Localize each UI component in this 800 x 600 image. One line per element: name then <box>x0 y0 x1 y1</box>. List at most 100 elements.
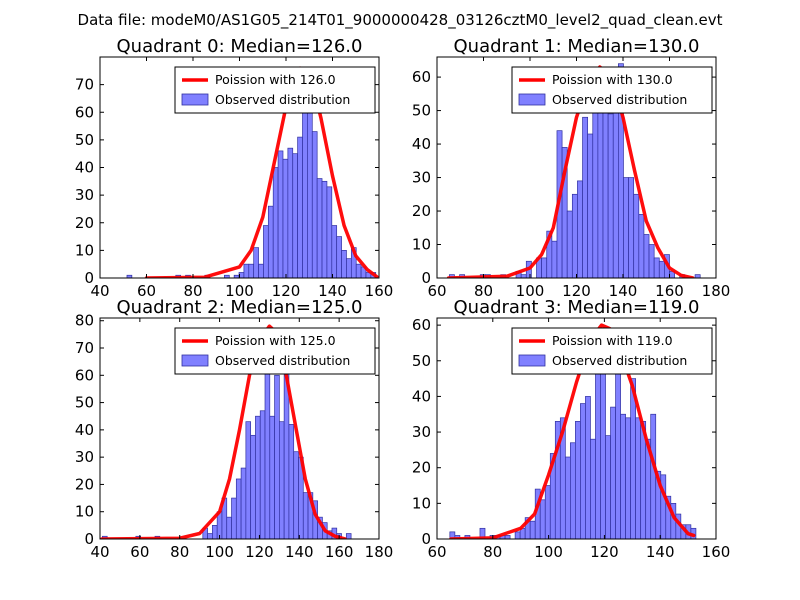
legend-curve-label: Poission with 130.0 <box>552 72 673 87</box>
histogram-bar <box>326 186 333 278</box>
legend-curve-label: Poission with 125.0 <box>215 333 336 348</box>
histogram-bar <box>279 421 285 539</box>
x-tick-label: 160 <box>702 543 731 561</box>
histogram-bar <box>607 113 614 278</box>
histogram-bar <box>255 415 261 539</box>
x-tick-label: 60 <box>130 543 149 561</box>
histogram-bar <box>245 421 252 539</box>
y-tick-label: 70 <box>75 339 94 357</box>
histogram-bar <box>571 193 578 278</box>
legend-bars-label: Observed distribution <box>215 353 350 368</box>
y-tick-label: 0 <box>421 530 431 548</box>
histogram-bar <box>253 247 259 278</box>
legend-bars-swatch <box>518 93 546 106</box>
histogram-bar <box>316 178 323 278</box>
legend-bars-label: Observed distribution <box>552 92 687 107</box>
histogram-bar <box>504 535 511 539</box>
quadrant-3-subplot: 60 80 100 120 140 160 0 10 20 30 40 50 60 Quadrant 3:… <box>412 297 730 561</box>
histogram-bar <box>602 93 609 278</box>
x-tick-label: 180 <box>702 282 731 300</box>
y-tick-label: 40 <box>412 387 431 405</box>
y-tick-label: 50 <box>75 394 94 412</box>
y-tick-label: 70 <box>75 76 94 94</box>
x-tick-label: 80 <box>474 282 493 300</box>
histogram-bar <box>658 260 665 278</box>
legend-bars-label: Observed distribution <box>552 353 687 368</box>
histogram-bar <box>297 136 303 278</box>
poisson-curve <box>100 324 347 539</box>
legend-curve-label: Poission with 126.0 <box>215 72 336 87</box>
y-tick-label: 0 <box>421 269 431 287</box>
histogram-bar <box>293 451 299 539</box>
y-tick-label: 30 <box>75 448 94 466</box>
histogram-bar <box>625 417 631 539</box>
quadrant-1-title: Quadrant 1: Median=130.0 <box>454 36 700 57</box>
histogram-bar <box>288 424 295 539</box>
histogram-bar <box>628 177 635 278</box>
histogram-bar <box>274 374 280 539</box>
y-tick-label: 0 <box>84 530 94 548</box>
x-tick-label: 140 <box>646 543 675 561</box>
histogram-bar <box>514 531 521 539</box>
x-tick-label: 140 <box>609 282 638 300</box>
histogram-bar <box>267 205 274 278</box>
quadrant-0-plot-area <box>126 66 379 278</box>
histogram-bar <box>620 413 626 539</box>
histogram-bar <box>623 177 629 278</box>
x-tick-label: 60 <box>427 282 446 300</box>
histogram-bar <box>287 147 294 278</box>
histogram-bar <box>258 263 264 278</box>
histogram-bar <box>520 274 527 278</box>
histogram-bar <box>564 456 571 539</box>
histogram-bar <box>302 492 309 539</box>
figure-suptitle: Data file: modeM0/AS1G05_214T01_90000004… <box>78 11 723 30</box>
legend-bars-swatch <box>181 93 209 106</box>
y-tick-label: 40 <box>75 421 94 439</box>
legend-bars-label: Observed distribution <box>215 92 350 107</box>
y-tick-label: 20 <box>75 214 94 232</box>
quadrant-3-plot-area <box>449 323 697 539</box>
y-tick-label: 20 <box>75 475 94 493</box>
quadrant-0-subplot: 40 60 80 100 120 140 160 0 10 20 30 40 50 60 70 Quadran… <box>75 36 393 300</box>
histogram-bar <box>235 478 242 539</box>
legend-bars-swatch <box>518 354 546 367</box>
x-tick-label: 80 <box>170 543 189 561</box>
y-tick-label: 60 <box>75 103 94 121</box>
x-tick-label: 140 <box>285 543 314 561</box>
histogram-bar <box>592 86 599 278</box>
x-tick-label: 140 <box>318 282 347 300</box>
y-tick-label: 20 <box>412 459 431 477</box>
quadrant-3-axes-frame <box>436 317 717 540</box>
histogram-bar <box>570 442 576 539</box>
histogram-bar <box>321 180 328 278</box>
histogram-bar <box>341 250 347 278</box>
histogram-bar <box>597 110 604 278</box>
histogram-bar <box>259 410 266 539</box>
histogram-bar <box>633 193 640 278</box>
y-tick-label: 20 <box>412 202 431 220</box>
histogram-bar <box>541 257 548 278</box>
histogram-bar <box>311 131 318 278</box>
histogram-bar <box>590 438 596 539</box>
histogram-bar <box>566 210 573 278</box>
histogram-bar <box>226 516 232 539</box>
x-tick-label: 160 <box>325 543 354 561</box>
x-tick-label: 80 <box>183 282 202 300</box>
histogram-bar <box>207 533 213 539</box>
quadrant-2-plot-area <box>100 324 352 539</box>
histogram-bar <box>595 346 601 539</box>
x-tick-label: 100 <box>225 282 254 300</box>
histogram-bar <box>250 434 256 539</box>
histogram-bar <box>282 158 289 278</box>
x-tick-label: 60 <box>427 543 446 561</box>
y-tick-label: 40 <box>412 135 431 153</box>
histogram-bar <box>585 396 591 539</box>
quadrant-0-title: Quadrant 0: Median=126.0 <box>117 36 363 57</box>
x-tick-label: 160 <box>365 282 394 300</box>
quadrant-2-legend: Poission with 125.0 Observed distribution <box>174 327 376 375</box>
histogram-bar <box>269 415 275 539</box>
histogram-bar <box>277 150 284 278</box>
x-tick-label: 120 <box>562 282 591 300</box>
histogram-bar <box>539 499 546 539</box>
x-tick-label: 120 <box>590 543 619 561</box>
